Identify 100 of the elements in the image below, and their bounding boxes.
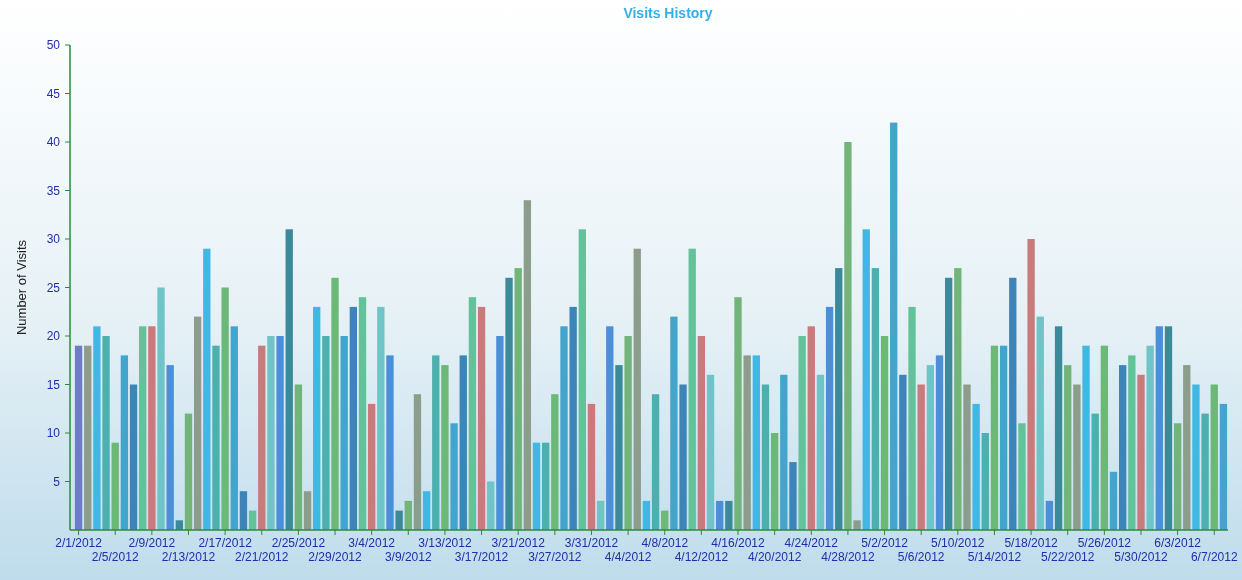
bar [450,423,458,530]
bar [1018,423,1026,530]
bar [606,326,614,530]
bar [1119,365,1127,530]
bar [368,403,376,530]
bar [349,306,357,530]
bar [972,403,980,530]
chart-title: Visits History [623,5,713,21]
bar [93,326,101,530]
x-tick-label: 5/30/2012 [1114,550,1169,564]
bar [523,200,532,530]
x-tick-label: 2/5/2012 [91,550,139,564]
bar [926,365,934,530]
bar [514,268,522,530]
bar [569,306,577,530]
bar [1219,403,1228,530]
bar [422,491,431,530]
bar [203,248,211,530]
y-tick-label: 25 [46,280,61,295]
bar [120,355,129,530]
bar [807,326,815,530]
y-tick-label: 35 [46,183,61,198]
bar [679,384,687,530]
bar [1164,326,1173,530]
x-tick-label: 4/4/2012 [604,550,652,564]
bar [1128,355,1136,530]
bar [825,306,834,530]
bar [441,365,449,530]
bar [542,442,550,530]
x-tick-label: 2/29/2012 [308,550,363,564]
bar [716,500,724,530]
bar [1009,277,1017,530]
bar [990,345,999,530]
bar [999,345,1008,530]
bar [761,384,770,530]
bar [770,433,779,530]
x-tick-label: 3/4/2012 [348,536,396,550]
bar [651,394,660,530]
bar [184,413,193,530]
x-tick-label: 3/17/2012 [454,550,509,564]
bar [276,336,284,530]
bar [734,297,742,530]
bar [624,336,632,530]
bar [157,287,165,530]
bar [963,384,971,530]
bar [587,403,596,530]
bar [303,491,312,530]
bar [935,355,944,530]
x-tick-label: 3/9/2012 [384,550,432,564]
x-tick-label: 5/6/2012 [897,550,945,564]
bar [706,374,715,530]
x-tick-label: 3/21/2012 [491,536,546,550]
bar [1100,345,1109,530]
bar [84,345,92,530]
bar [221,287,229,530]
y-axis-title: Number of Visits [14,239,29,336]
bar [899,374,907,530]
bar [688,248,696,530]
bar [945,277,953,530]
bar [395,510,403,530]
bar [1137,374,1145,530]
bar [551,394,559,530]
y-tick-label: 10 [46,426,61,441]
y-tick-label: 45 [46,86,61,101]
bar [74,345,83,530]
bar [1183,365,1191,530]
bar [816,374,825,530]
bar [752,355,760,530]
bar [1210,384,1218,530]
y-tick-label: 30 [46,232,61,247]
bar [743,355,751,530]
bar [230,326,238,530]
bar [496,336,504,530]
bar [432,355,440,530]
bar [322,336,330,530]
x-tick-label: 5/10/2012 [931,536,985,550]
bar [313,306,321,530]
bar [670,316,678,530]
bar [917,384,925,530]
x-tick-label: 5/22/2012 [1041,550,1095,564]
bar [1146,345,1154,530]
x-tick-label: 3/13/2012 [418,536,472,550]
bar [798,336,806,530]
bar [1036,316,1044,530]
bar [1064,365,1072,530]
bar [633,248,641,530]
x-tick-label: 5/26/2012 [1077,536,1132,550]
bar [835,268,843,530]
bar [285,229,293,530]
y-tick-label: 15 [46,377,61,392]
bar [239,491,248,530]
bar [853,520,861,530]
x-tick-label: 5/14/2012 [967,550,1022,564]
bar [331,277,339,530]
bar [377,306,385,530]
x-tick-label: 6/7/2012 [1190,550,1238,564]
bar [258,345,266,530]
bar [890,122,898,530]
x-tick-label: 2/21/2012 [235,550,289,564]
bar [725,500,733,530]
